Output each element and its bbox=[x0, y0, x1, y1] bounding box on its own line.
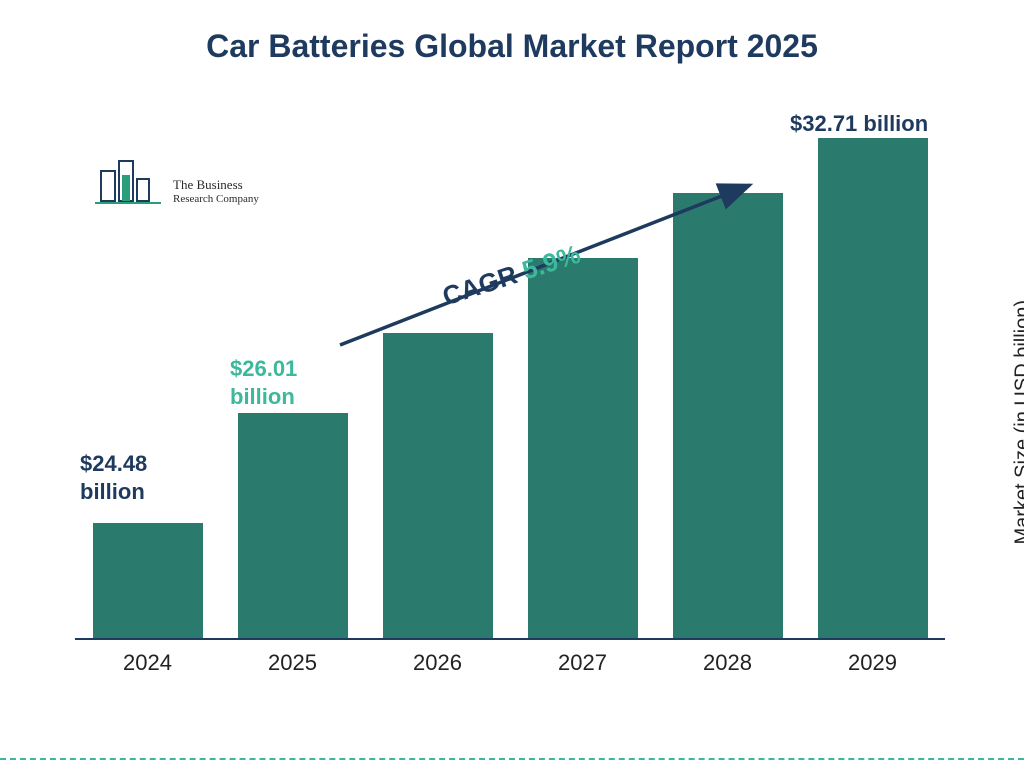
x-axis-label: 2027 bbox=[558, 650, 607, 676]
x-axis-baseline bbox=[75, 638, 945, 640]
value-label: $24.48billion bbox=[80, 450, 190, 505]
bar-group: 2029 bbox=[808, 138, 938, 638]
bar-group: 2024 bbox=[83, 523, 213, 638]
chart-title: Car Batteries Global Market Report 2025 bbox=[0, 28, 1024, 65]
bar bbox=[818, 138, 928, 638]
bar bbox=[383, 333, 493, 638]
x-axis-label: 2024 bbox=[123, 650, 172, 676]
x-axis-label: 2026 bbox=[413, 650, 462, 676]
value-label: $26.01billion bbox=[230, 355, 340, 410]
x-axis-label: 2025 bbox=[268, 650, 317, 676]
chart-container: Car Batteries Global Market Report 2025 … bbox=[0, 0, 1024, 768]
bar bbox=[238, 413, 348, 638]
bar bbox=[93, 523, 203, 638]
bottom-dashed-border bbox=[0, 758, 1024, 760]
bar-group: 2025 bbox=[228, 413, 358, 638]
y-axis-label: Market Size (in USD billion) bbox=[1012, 300, 1024, 545]
bar-group: 2026 bbox=[373, 333, 503, 638]
x-axis-label: 2029 bbox=[848, 650, 897, 676]
value-label: $32.71 billion bbox=[790, 110, 990, 138]
cagr-annotation: CAGR 5.9% bbox=[330, 175, 760, 355]
x-axis-label: 2028 bbox=[703, 650, 752, 676]
